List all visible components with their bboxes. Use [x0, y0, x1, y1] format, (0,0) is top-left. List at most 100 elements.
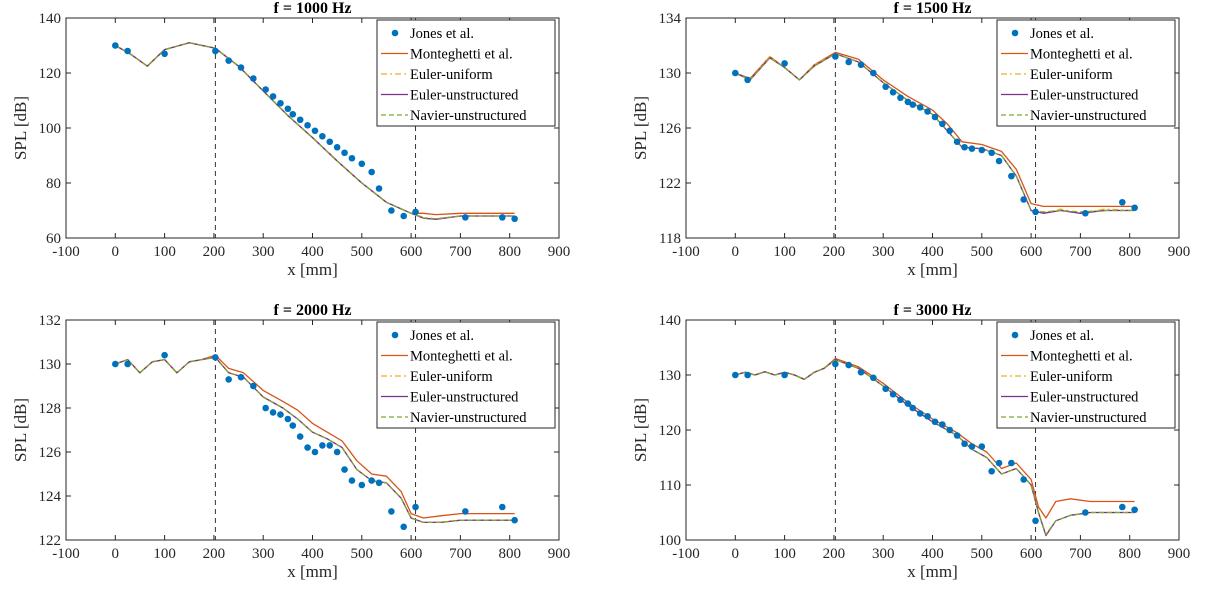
data-point — [909, 404, 917, 412]
data-point — [250, 75, 257, 82]
data-point — [1032, 208, 1039, 216]
data-point — [924, 412, 931, 420]
legend-label: Euler-unstructured — [410, 88, 519, 104]
y-tick-label: 132 — [39, 313, 62, 329]
legend-marker — [391, 331, 399, 339]
data-point — [953, 138, 961, 146]
y-axis-label: SPL [dB] — [631, 398, 650, 462]
data-point — [781, 60, 788, 67]
data-point — [857, 368, 865, 376]
data-point — [1082, 509, 1089, 516]
x-tick-label: -100 — [672, 546, 700, 562]
legend-label: Monteghetti et al. — [1030, 47, 1133, 63]
data-point — [1020, 196, 1028, 203]
y-tick-label: 140 — [39, 11, 62, 27]
data-point — [978, 146, 986, 154]
chart-title: f = 1500 Hz — [894, 0, 972, 17]
data-point — [946, 127, 954, 135]
legend-label: Euler-uniform — [1030, 67, 1113, 83]
data-point — [968, 145, 976, 152]
legend-label: Euler-uniform — [1030, 369, 1113, 385]
x-tick-label: 400 — [301, 546, 324, 562]
data-point — [358, 481, 366, 489]
x-tick-label: 800 — [498, 546, 521, 562]
data-point — [462, 508, 469, 515]
legend — [996, 19, 1176, 127]
data-point — [225, 57, 232, 64]
legend-label: Euler-uniform — [410, 369, 493, 385]
x-tick-label: 300 — [252, 546, 275, 562]
data-point — [732, 69, 739, 77]
data-point — [916, 104, 924, 111]
data-point — [924, 108, 931, 115]
data-point — [462, 214, 469, 221]
data-point — [348, 154, 356, 162]
data-point — [988, 467, 995, 475]
data-point — [284, 105, 292, 113]
series-line-3 — [735, 53, 1135, 213]
legend-label: Jones et al. — [410, 26, 474, 42]
legend-marker — [391, 29, 399, 37]
y-tick-label: 126 — [39, 445, 62, 461]
data-point — [225, 376, 232, 383]
legend-label: Jones et al. — [1030, 328, 1094, 344]
data-point — [277, 411, 284, 418]
legend-label: Navier-unstructured — [1030, 108, 1147, 124]
data-point — [319, 442, 326, 449]
data-point — [732, 371, 739, 379]
x-tick-label: 600 — [400, 244, 423, 260]
data-point — [882, 385, 889, 393]
data-point — [511, 215, 518, 223]
data-point — [931, 113, 939, 121]
data-point — [112, 42, 119, 49]
data-point — [296, 116, 304, 124]
legend-label: Euler-unstructured — [410, 390, 519, 406]
data-point — [845, 58, 852, 66]
data-point — [400, 212, 408, 220]
data-point — [326, 138, 334, 146]
x-tick-label: 100 — [153, 546, 176, 562]
data-point — [1032, 517, 1039, 525]
legend-label: Euler-uniform — [410, 67, 493, 83]
y-tick-label: 80 — [46, 176, 61, 192]
data-point — [978, 443, 986, 450]
data-point — [368, 168, 375, 176]
data-point — [1119, 503, 1126, 511]
x-tick-label: -100 — [52, 244, 80, 260]
x-tick-label: 200 — [203, 244, 226, 260]
legend-label: Monteghetti et al. — [1030, 349, 1133, 365]
chart-panel-0: f = 1000 Hz -100 0 100 200 300 400 500 600 700 800… — [11, 0, 570, 279]
x-axis-label: x [mm] — [907, 562, 958, 581]
x-tick-label: -100 — [52, 546, 80, 562]
data-point — [1008, 172, 1015, 180]
chart-title: f = 3000 Hz — [894, 302, 972, 319]
chart-panel-2: f = 2000 Hz -100 0 100 200 300 400 500 600 700 800… — [11, 302, 570, 581]
x-axis-label: x [mm] — [287, 260, 338, 279]
x-tick-label: 300 — [252, 244, 275, 260]
data-point — [1131, 204, 1138, 212]
data-point — [832, 53, 839, 60]
data-point — [995, 157, 1003, 165]
data-point — [112, 360, 119, 368]
x-tick-label: 500 — [971, 546, 994, 562]
data-point — [161, 50, 168, 58]
x-axis-label: x [mm] — [287, 562, 338, 581]
data-point — [262, 86, 269, 93]
data-point — [269, 409, 277, 416]
data-point — [889, 88, 897, 96]
y-axis-label: SPL [dB] — [11, 398, 30, 462]
data-point — [368, 477, 375, 484]
x-tick-label: 500 — [351, 546, 374, 562]
data-point — [1008, 459, 1015, 467]
series-line-3 — [115, 356, 515, 524]
x-tick-label: 900 — [548, 546, 571, 562]
legend-label: Jones et al. — [410, 328, 474, 344]
y-tick-label: 140 — [659, 313, 682, 329]
x-tick-label: 700 — [1069, 546, 1092, 562]
data-point — [296, 433, 304, 440]
data-point — [845, 361, 852, 369]
data-point — [358, 160, 366, 168]
data-point — [988, 149, 995, 157]
data-point — [333, 143, 341, 151]
